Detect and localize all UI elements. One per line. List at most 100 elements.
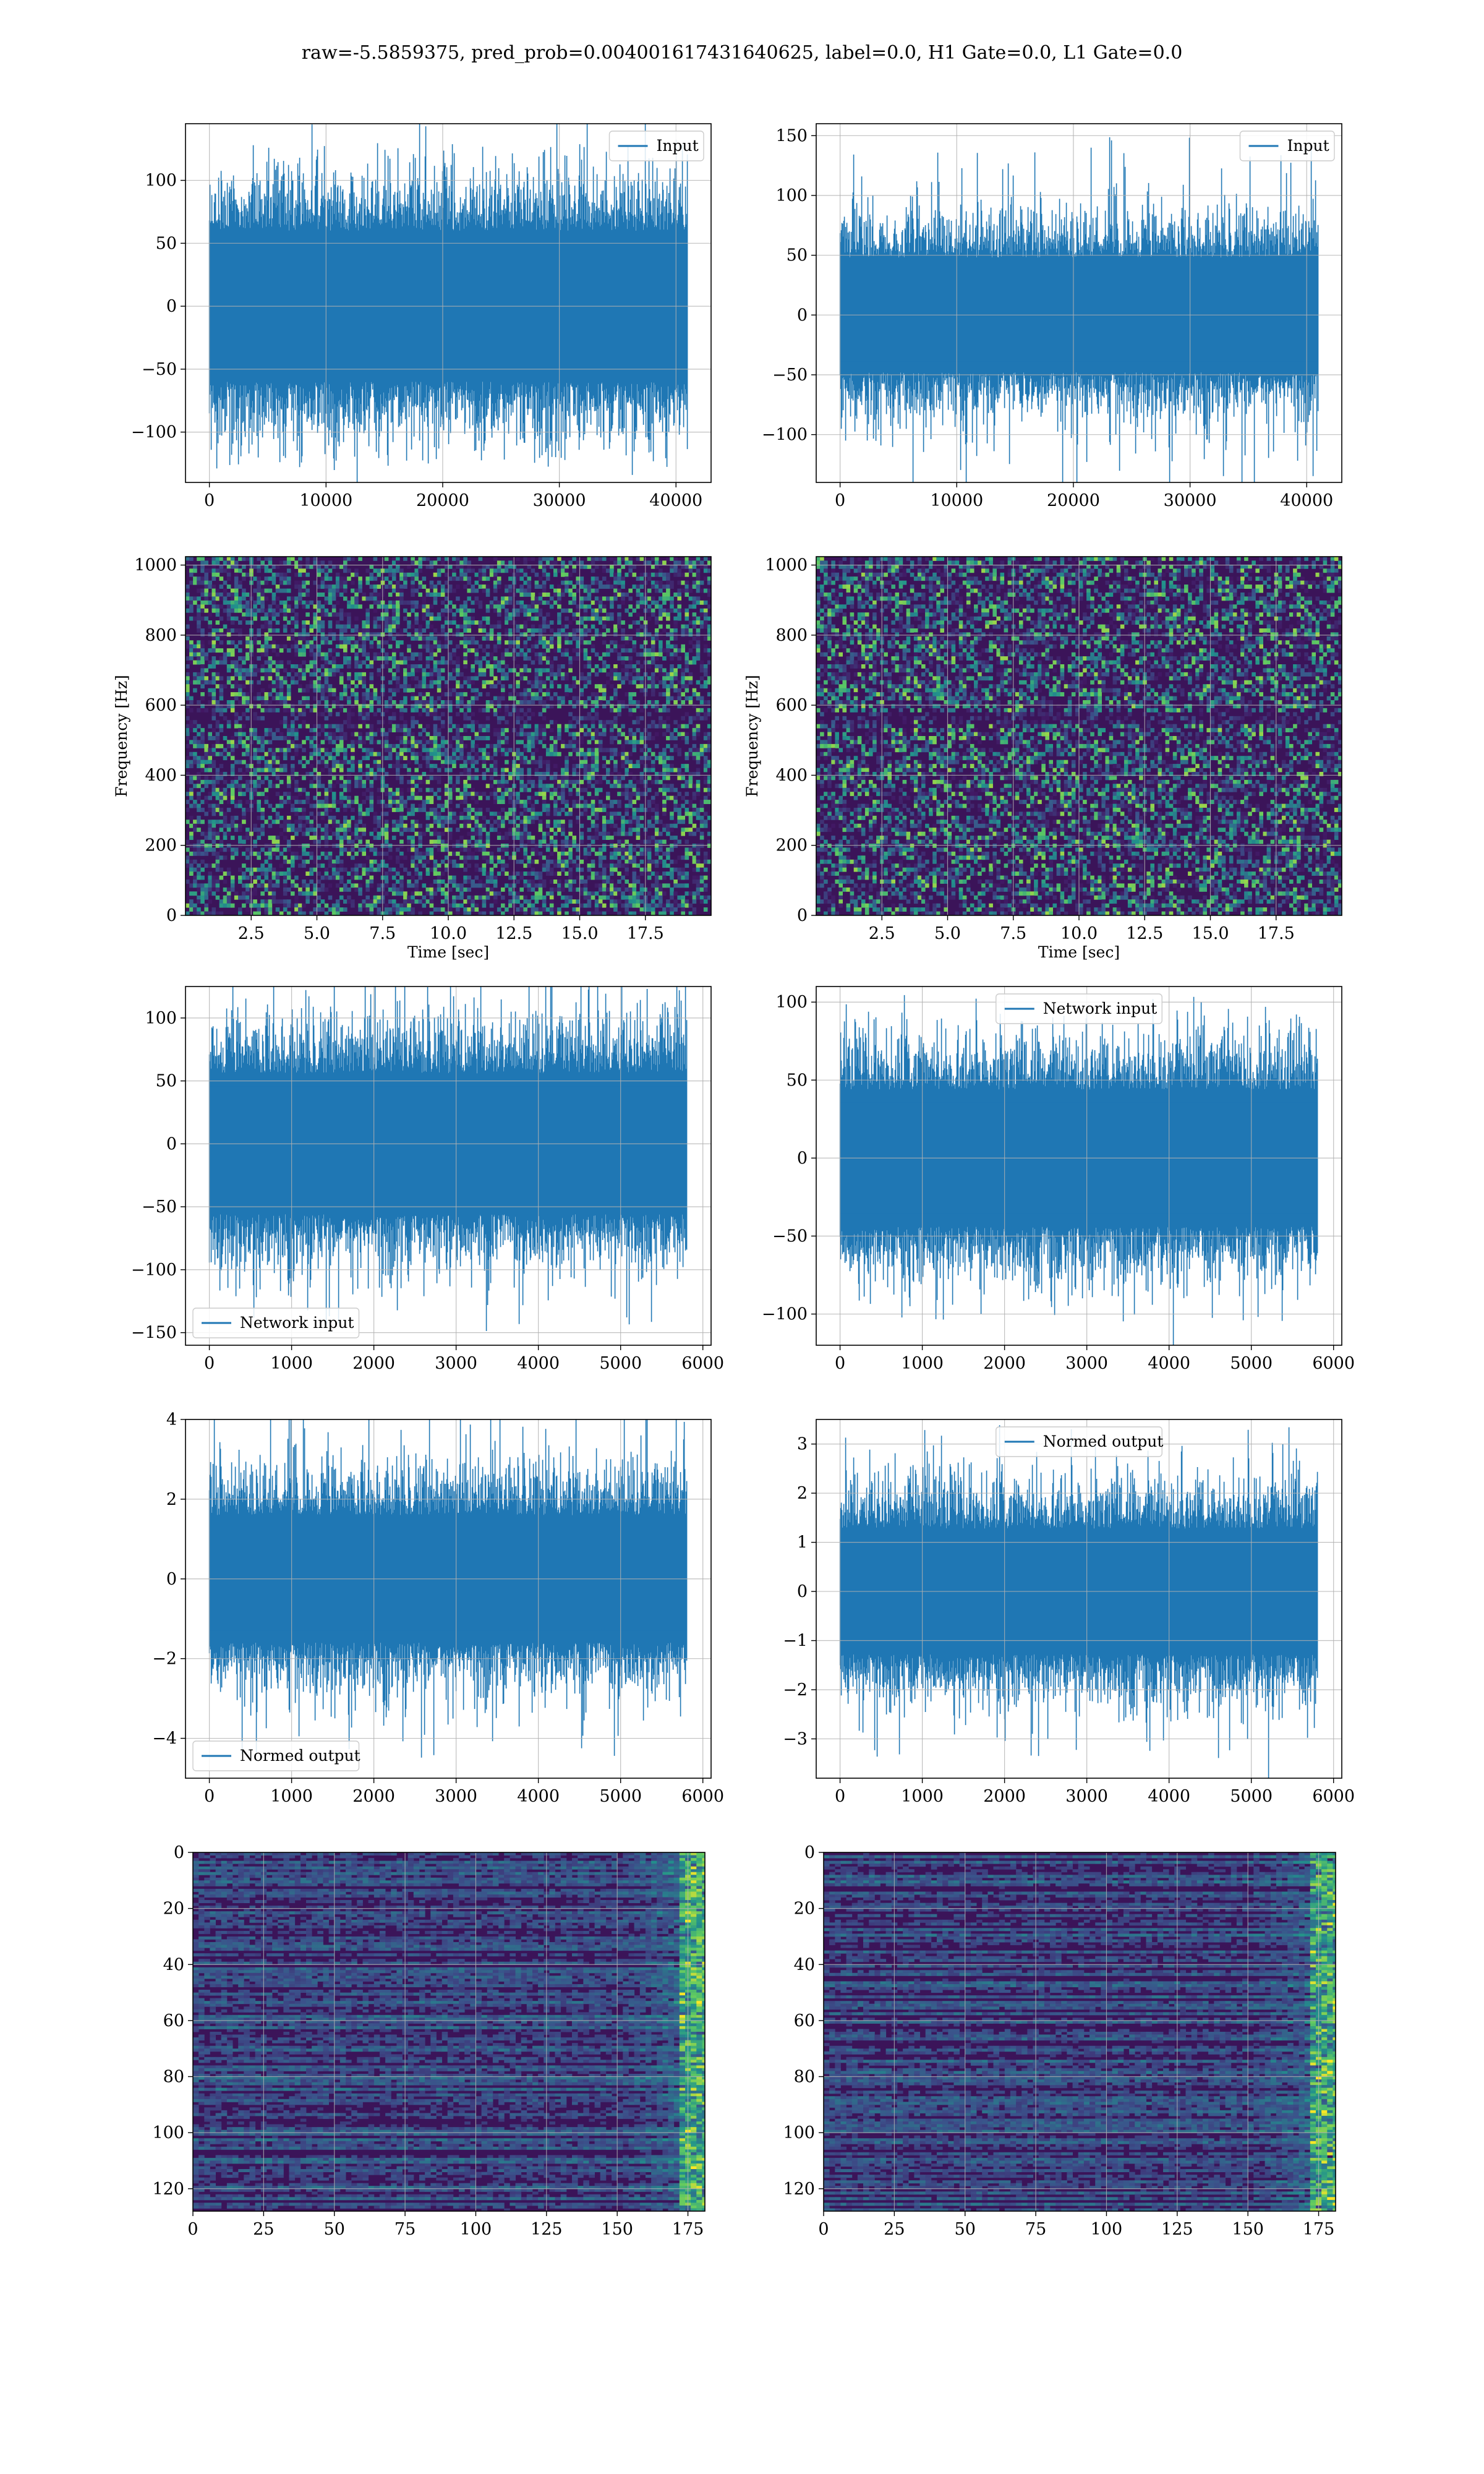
heatmap-cell: [215, 808, 220, 812]
heatmap-cell: [542, 572, 547, 577]
heatmap-cell: [275, 760, 280, 764]
heatmap-cell: [422, 608, 427, 613]
heatmap-cell: [565, 684, 569, 689]
heatmap-cell: [204, 668, 208, 673]
heatmap-cell: [373, 692, 378, 696]
heatmap-cell: [279, 764, 284, 768]
heatmap-cell: [467, 620, 471, 625]
heatmap-cell: [576, 751, 580, 756]
heatmap-cell: [617, 616, 621, 621]
heatmap-cell: [703, 708, 708, 713]
heatmap-cell: [636, 764, 641, 768]
heatmap-cell: [351, 636, 355, 641]
heatmap-cell: [391, 716, 396, 721]
heatmap-cell: [320, 768, 325, 773]
heatmap-cell: [362, 748, 366, 753]
heatmap-cell: [598, 632, 603, 637]
heatmap-cell: [313, 668, 317, 673]
heatmap-cell: [606, 652, 610, 657]
heatmap-cell: [606, 720, 610, 725]
heatmap-cell: [245, 648, 250, 653]
heatmap-cell: [474, 820, 479, 824]
heatmap-cell: [448, 756, 453, 761]
heatmap-cell: [602, 564, 607, 569]
heatmap-cell: [523, 800, 527, 804]
heatmap-cell: [230, 588, 235, 593]
heatmap-cell: [673, 568, 678, 573]
heatmap-cell: [568, 712, 573, 717]
heatmap-cell: [377, 760, 382, 764]
heatmap-cell: [339, 792, 344, 797]
heatmap-cell: [545, 660, 550, 665]
heatmap-cell: [467, 580, 471, 585]
heatmap-cell: [557, 820, 561, 824]
heatmap-cell: [482, 764, 487, 768]
heatmap-cell: [482, 584, 487, 589]
heatmap-cell: [215, 593, 220, 597]
heatmap-cell: [215, 751, 220, 756]
heatmap-cell: [362, 716, 366, 721]
heatmap-cell: [572, 784, 576, 789]
heatmap-cell: [253, 612, 257, 617]
heatmap-cell: [681, 732, 685, 737]
heatmap-cell: [444, 692, 449, 696]
heatmap-cell: [283, 628, 288, 633]
heatmap-cell: [399, 632, 404, 637]
heatmap-cell: [553, 779, 558, 784]
heatmap-cell: [294, 751, 299, 756]
heatmap-cell: [565, 564, 569, 569]
heatmap-cell: [317, 792, 322, 797]
heatmap-cell: [351, 644, 355, 649]
heatmap-cell: [531, 696, 535, 701]
heatmap-cell: [659, 720, 663, 725]
heatmap-cell: [523, 588, 527, 593]
heatmap-cell: [650, 764, 655, 768]
heatmap-cell: [234, 604, 239, 609]
heatmap-cell: [549, 660, 554, 665]
heatmap-cell: [373, 815, 378, 820]
heatmap-cell: [197, 820, 201, 824]
heatmap-cell: [636, 676, 641, 681]
heatmap-cell: [313, 776, 317, 781]
heatmap-cell: [411, 656, 415, 661]
heatmap-cell: [294, 648, 299, 653]
heatmap-cell: [264, 692, 269, 696]
heatmap-cell: [576, 628, 580, 633]
heatmap-cell: [226, 608, 231, 613]
heatmap-cell: [440, 751, 445, 756]
heatmap-cell: [662, 680, 667, 685]
heatmap-cell: [193, 576, 197, 581]
heatmap-cell: [433, 712, 438, 717]
heatmap-cell: [399, 712, 404, 717]
heatmap-cell: [444, 588, 449, 593]
heatmap-cell: [444, 768, 449, 773]
heatmap-cell: [331, 584, 336, 589]
heatmap-cell: [324, 660, 329, 665]
heatmap-cell: [602, 624, 607, 629]
heatmap-cell: [358, 811, 362, 816]
heatmap-cell: [699, 624, 704, 629]
heatmap-cell: [583, 564, 588, 569]
heatmap-cell: [538, 636, 543, 641]
heatmap-cell: [238, 736, 242, 740]
heatmap-cell: [245, 696, 250, 701]
heatmap-cell: [411, 560, 415, 565]
heatmap-cell: [373, 712, 378, 717]
heatmap-cell: [440, 720, 445, 725]
heatmap-cell: [294, 664, 299, 669]
heatmap-cell: [613, 779, 618, 784]
heatmap-cell: [347, 795, 351, 800]
heatmap-cell: [628, 564, 633, 569]
heatmap-cell: [688, 784, 693, 789]
heatmap-cell: [317, 648, 322, 653]
heatmap-cell: [542, 580, 547, 585]
heatmap-cell: [422, 704, 427, 709]
heatmap-cell: [677, 811, 681, 816]
heatmap-cell: [666, 724, 670, 729]
heatmap-cell: [268, 815, 273, 820]
heatmap-cell: [591, 820, 595, 824]
heatmap-cell: [411, 708, 415, 713]
heatmap-cell: [309, 772, 313, 776]
heatmap-cell: [508, 692, 513, 696]
heatmap-cell: [527, 716, 532, 721]
